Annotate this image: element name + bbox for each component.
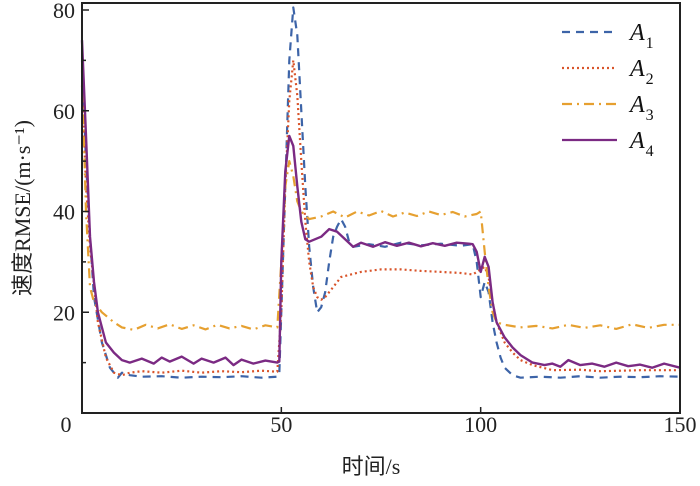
- legend-label: A4: [628, 128, 654, 160]
- legend-item-a1: A1: [562, 20, 654, 52]
- legend-item-a3: A3: [562, 92, 654, 124]
- x-tick-label: 100: [464, 412, 497, 437]
- x-axis-label: 时间/s: [342, 454, 401, 479]
- x-tick-label: 150: [664, 412, 697, 437]
- y-axis-label: 速度RMSE/(m·s⁻¹): [10, 120, 35, 296]
- legend-item-a4: A4: [562, 128, 654, 160]
- legend-label: A1: [628, 20, 654, 52]
- x-tick-label: 0: [61, 412, 72, 437]
- series-line-a4: [80, 40, 681, 369]
- series-line-a3: [80, 70, 680, 331]
- series-line-a2: [80, 59, 680, 377]
- legend: A1 A2 A3 A4: [562, 20, 654, 160]
- ticks-layer: 0 50 100 150 20 40 60 80: [53, 0, 697, 437]
- y-tick-label: 80: [53, 0, 75, 23]
- legend-label: A2: [628, 56, 654, 88]
- y-tick-label: 60: [53, 99, 75, 124]
- plot-frame: [81, 2, 681, 414]
- y-tick-label: 20: [53, 300, 75, 325]
- x-tick-label: 50: [270, 412, 292, 437]
- series-layer: [80, 6, 681, 379]
- series-line-a1: [80, 6, 681, 379]
- legend-item-a2: A2: [562, 56, 654, 88]
- y-tick-label: 40: [53, 200, 75, 225]
- legend-label: A3: [628, 92, 654, 124]
